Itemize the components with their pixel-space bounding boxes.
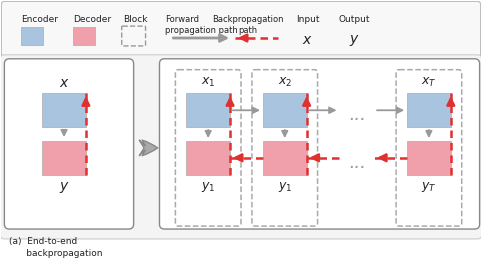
FancyBboxPatch shape [187, 141, 230, 175]
Text: $x_T$: $x_T$ [421, 76, 437, 89]
Text: Block: Block [123, 15, 147, 24]
Text: Input: Input [296, 15, 320, 24]
FancyBboxPatch shape [21, 27, 43, 45]
Text: $x$: $x$ [302, 33, 313, 47]
Text: $y$: $y$ [59, 180, 69, 194]
Text: $y_1$: $y_1$ [201, 180, 215, 194]
Text: $x_2$: $x_2$ [278, 76, 292, 89]
FancyBboxPatch shape [263, 141, 307, 175]
FancyBboxPatch shape [160, 59, 480, 229]
FancyBboxPatch shape [0, 55, 482, 239]
Text: $x_1$: $x_1$ [201, 76, 215, 89]
Text: Decoder: Decoder [73, 15, 111, 24]
Text: ...: ... [348, 106, 365, 124]
Text: ...: ... [348, 154, 365, 172]
Text: $y_1$: $y_1$ [278, 180, 292, 194]
Text: Forward
propagation path: Forward propagation path [165, 15, 238, 35]
Text: $x$: $x$ [59, 76, 69, 89]
FancyBboxPatch shape [42, 94, 86, 127]
FancyBboxPatch shape [73, 27, 95, 45]
FancyBboxPatch shape [1, 1, 481, 57]
Text: $y_T$: $y_T$ [421, 180, 437, 194]
FancyBboxPatch shape [187, 94, 230, 127]
Text: Backpropagation
path: Backpropagation path [212, 15, 284, 35]
FancyBboxPatch shape [42, 141, 86, 175]
FancyBboxPatch shape [263, 94, 307, 127]
Text: (a)  End-to-end
      backpropagation: (a) End-to-end backpropagation [9, 237, 103, 258]
Text: Output: Output [338, 15, 370, 24]
FancyBboxPatch shape [407, 94, 451, 127]
Text: $y$: $y$ [349, 33, 360, 48]
Text: Encoder: Encoder [21, 15, 58, 24]
FancyBboxPatch shape [407, 141, 451, 175]
FancyBboxPatch shape [4, 59, 134, 229]
